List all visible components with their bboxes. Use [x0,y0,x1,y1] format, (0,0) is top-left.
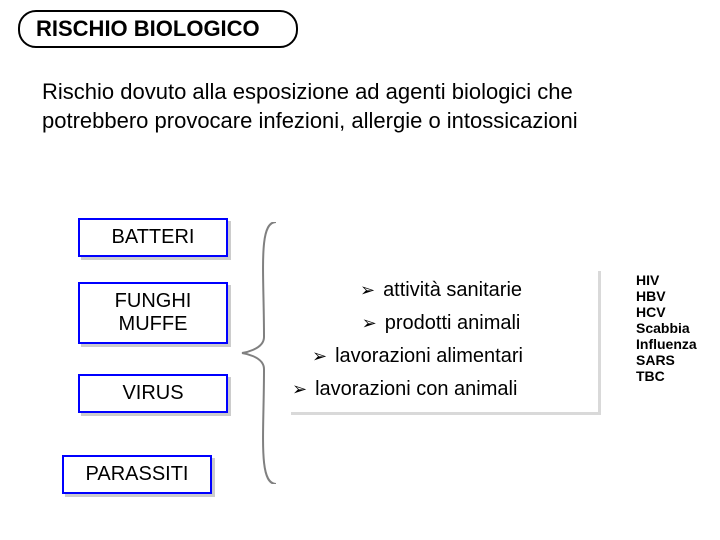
bullet-row: ➢ prodotti animali [290,307,592,340]
disease-label: HIV [636,272,712,288]
category-label: PARASSITI [86,463,189,486]
disease-label: SARS [636,352,712,368]
disease-label: Scabbia [636,320,712,336]
description-text: Rischio dovuto alla esposizione ad agent… [42,78,672,135]
category-virus: VIRUS [78,374,228,413]
bullet-row: ➢ attività sanitarie [290,274,592,307]
chevron-icon: ➢ [360,280,375,301]
disease-label: Influenza [636,336,712,352]
category-label: BATTERI [112,226,195,249]
title-text: RISCHIO BIOLOGICO [36,16,260,42]
chevron-icon: ➢ [362,313,377,334]
category-parassiti: PARASSITI [62,455,212,494]
category-label: FUNGHI [115,290,192,313]
diseases-list: HIVHBVHCVScabbiaInfluenzaSARSTBC [636,272,712,384]
chevron-icon: ➢ [312,346,327,367]
category-label: MUFFE [119,313,188,336]
brace-icon [236,222,280,484]
bullet-text: lavorazioni con animali [315,378,517,401]
bullet-text: attività sanitarie [383,279,522,302]
category-label: VIRUS [122,382,183,405]
bullets-panel: ➢ attività sanitarie ➢ prodotti animali ➢ lav… [288,268,598,412]
category-batteri: BATTERI [78,218,228,257]
bullet-row: ➢ lavorazioni con animali [290,373,592,406]
bullet-text: prodotti animali [385,312,521,335]
disease-label: HCV [636,304,712,320]
disease-label: TBC [636,368,712,384]
disease-label: HBV [636,288,712,304]
bullet-row: ➢ lavorazioni alimentari [290,340,592,373]
category-funghi: FUNGHIMUFFE [78,282,228,344]
title-box: RISCHIO BIOLOGICO [18,10,298,48]
bullet-text: lavorazioni alimentari [335,345,523,368]
chevron-icon: ➢ [292,379,307,400]
